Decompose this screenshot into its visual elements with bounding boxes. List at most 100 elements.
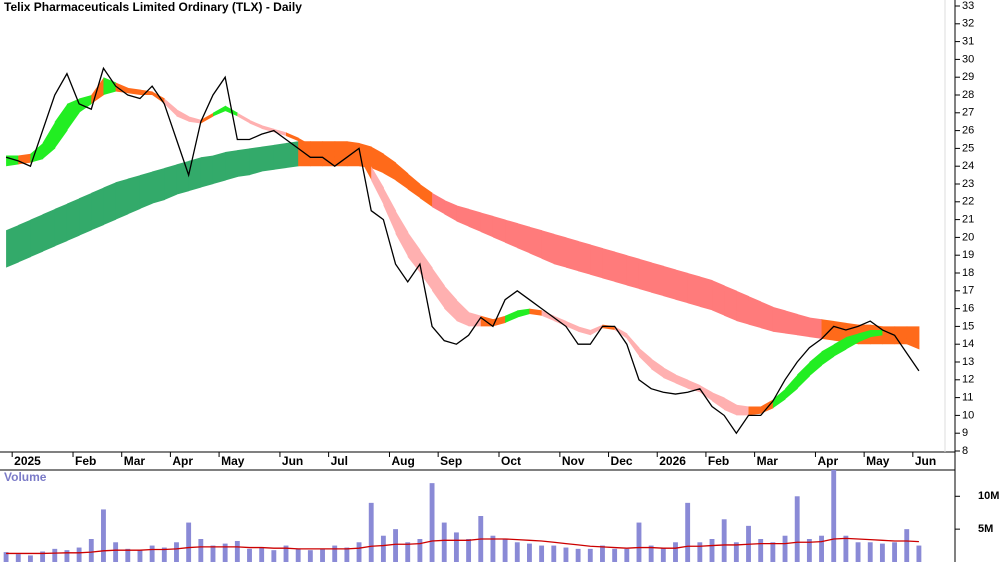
ma-ribbon [480,212,494,238]
ma-ribbon [18,153,31,165]
volume-bar [441,522,447,562]
volume-bar [380,535,386,562]
ma-ribbon [760,399,774,414]
ma-ribbon [760,301,774,332]
volume-bar [770,542,776,562]
ma-ribbon [772,388,786,409]
volume-bar [490,535,496,562]
volume-bar [40,551,46,562]
volume-bar [125,548,131,562]
volume-bar [612,548,618,562]
ma-ribbon [614,251,628,286]
ma-ribbon [200,155,214,188]
ma-ribbon [371,166,384,206]
volume-bar [283,545,289,562]
y-tick-label: 10M [978,490,999,502]
ma-ribbon [91,77,104,104]
y-tick-label: 21 [962,214,974,226]
ma-ribbon [663,367,676,384]
ma-ribbon [286,132,299,142]
ma-ribbon [565,321,579,332]
ma-ribbon [225,150,238,181]
ma-ribbon [906,326,920,345]
volume-bar [247,548,252,562]
y-tick-label: 12 [962,374,974,386]
volume-bar [904,529,910,562]
x-tick-label: Sep [440,454,462,468]
volume-bar [892,542,898,562]
ma-ribbon [127,87,141,95]
ma-ribbon [578,326,591,336]
ma-ribbon [407,232,421,273]
ma-ribbon [200,112,214,124]
ma-ribbon [115,178,129,220]
ma-ribbon [188,116,202,124]
volume-bar [733,542,739,562]
ma-ribbon [188,157,202,192]
ma-ribbon [785,310,798,336]
chart-title: Telix Pharmaceuticals Limited Ordinary (… [4,0,302,14]
y-tick-label: 27 [962,107,974,119]
y-tick-label: 16 [962,303,974,315]
ma-ribbon [517,308,530,318]
volume-bar [198,539,204,562]
ma-ribbon [797,362,810,389]
x-tick-label: 2025 [14,454,41,468]
volume-bar [113,542,119,562]
ma-ribbon [651,358,664,379]
x-tick-label: Feb [75,454,96,468]
volume-bar [356,542,362,562]
ma-ribbon [432,192,445,215]
ma-ribbon [809,351,823,377]
y-tick-label: 10 [962,409,974,421]
ma-ribbon [54,103,68,149]
volume-bar [660,547,666,562]
volume-bar [15,554,21,562]
ma-ribbon [578,240,591,275]
volume-bar [758,539,764,562]
volume-bar [307,550,313,562]
price-line [5,66,920,435]
ma-ribbon [748,296,762,329]
ma-ribbon [176,160,190,195]
ma-ribbon [91,187,104,231]
volume-bar [137,550,143,562]
ma-ribbon [529,226,543,259]
ma-ribbon [383,187,397,234]
ma-ribbon [395,210,409,257]
volume-bar [721,519,727,562]
x-tick-label: Mar [757,454,779,468]
ma-ribbon [152,167,165,204]
ma-ribbon [505,219,518,249]
volume-bar [514,542,520,562]
ma-ribbon [468,208,482,233]
ma-ribbon [602,248,616,282]
ma-ribbon [541,230,555,265]
volume-bar [222,543,228,562]
volume-bar [344,547,350,562]
ma-ribbon [444,200,457,222]
ma-ribbon [176,109,190,122]
ma-ribbon [127,175,141,215]
x-tick-label: Apr [817,454,838,468]
volume-bar [259,547,265,562]
ma-ribbon [809,317,823,339]
ma-ribbon [529,308,543,316]
ma-ribbon [249,146,263,176]
volume-bar [393,529,398,562]
x-tick-label: May [221,454,245,468]
ma-ribbon [821,344,835,366]
volume-bar [295,548,301,562]
ma-ribbon [614,326,628,339]
volume-bar [879,543,885,562]
y-tick-label: 19 [962,249,974,261]
y-tick-label: 5M [978,523,993,535]
x-tick-label: Dec [611,454,633,468]
volume-bar [210,545,216,562]
volume-bar [174,542,179,562]
ma-ribbon [565,237,579,272]
ma-ribbon [164,98,177,117]
ma-ribbon [212,105,226,117]
ma-ribbon [18,219,31,263]
